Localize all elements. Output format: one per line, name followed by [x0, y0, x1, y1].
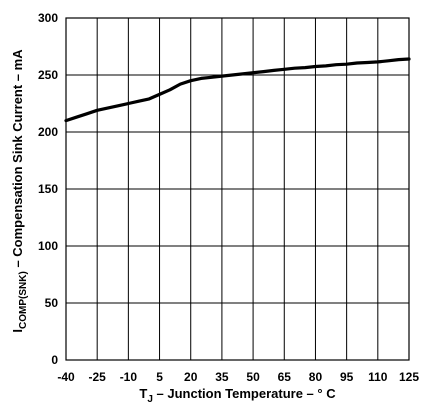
y-tick-label: 150: [38, 182, 58, 196]
x-tick-label: -25: [89, 370, 107, 384]
x-tick-label: 95: [340, 370, 354, 384]
y-axis-label-main: I: [10, 329, 25, 333]
y-tick-label: 50: [45, 296, 59, 310]
y-axis-label-subscript: COMP(SNK): [18, 271, 29, 329]
plot-frame: [65, 17, 410, 361]
x-tick-label: 65: [278, 370, 292, 384]
y-tick-label: 200: [38, 125, 58, 139]
grid-lines: [65, 17, 410, 361]
x-axis-label-main: T: [139, 386, 147, 401]
x-tick-label: -40: [57, 370, 75, 384]
x-tick-label: 110: [368, 370, 388, 384]
x-tick-label: 125: [399, 370, 419, 384]
x-tick-label: 35: [215, 370, 229, 384]
y-axis-label: ICOMP(SNK) – Compensation Sink Current –…: [10, 49, 29, 333]
x-tick-label: 50: [246, 370, 260, 384]
y-tick-label: 300: [38, 11, 58, 25]
x-tick-label: -10: [120, 370, 138, 384]
x-tick-label: 80: [309, 370, 323, 384]
y-tick-label: 0: [51, 353, 58, 367]
x-tick-labels: -40 -25 -10 5 20 35 50 65 80 95 110 125: [57, 370, 419, 384]
y-tick-labels: 0 50 100 150 200 250 300: [38, 11, 58, 367]
y-axis-label-rest: – Compensation Sink Current – mA: [10, 49, 25, 271]
x-tick-label: 20: [184, 370, 198, 384]
y-tick-label: 250: [38, 68, 58, 82]
x-axis-label-subscript: J: [147, 394, 153, 405]
y-tick-label: 100: [38, 239, 58, 253]
x-axis-label-rest: – Junction Temperature – ° C: [153, 386, 336, 401]
x-tick-label: 5: [156, 370, 163, 384]
series-line: [64, 57, 411, 123]
x-axis-label: TJ – Junction Temperature – ° C: [139, 386, 336, 405]
